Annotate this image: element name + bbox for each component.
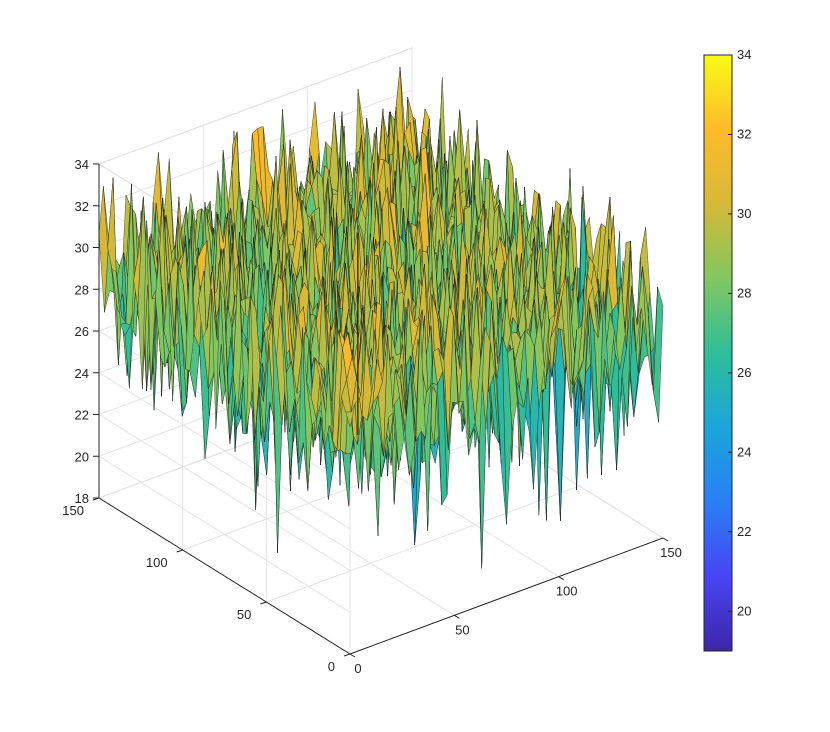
y-tick-mark <box>343 653 351 657</box>
y-tick-mark <box>260 601 267 605</box>
x-axis <box>349 537 664 655</box>
z-tick-label: 28 <box>75 282 89 297</box>
colorbar-tick-label: 26 <box>737 365 751 380</box>
y-tick-label: 100 <box>146 555 168 570</box>
colorbar-tick-label: 28 <box>737 285 751 300</box>
x-tick-label: 0 <box>354 661 361 676</box>
x-tick-mark <box>558 576 564 581</box>
z-tick-label: 32 <box>75 199 89 214</box>
surface <box>98 67 664 569</box>
colorbar-tick-label: 20 <box>737 603 751 618</box>
z-tick-label: 24 <box>75 366 89 381</box>
colorbar-tick-label: 24 <box>737 444 751 459</box>
x-tick-mark <box>454 614 460 619</box>
y-tick-label: 0 <box>328 659 335 674</box>
z-tick-label: 34 <box>75 157 89 172</box>
z-tick-label: 26 <box>75 324 89 339</box>
y-axis <box>98 497 351 655</box>
z-tick-label: 20 <box>75 449 89 464</box>
x-tick-mark <box>349 653 356 658</box>
x-tick-label: 150 <box>660 545 682 560</box>
colorbar-tick-label: 22 <box>737 524 751 539</box>
colorbar-tick-label: 32 <box>737 126 751 141</box>
z-tick-label: 22 <box>75 408 89 423</box>
colorbar: 20 22 24 26 28 30 32 34 <box>703 47 751 652</box>
z-tick-label: 30 <box>75 241 89 256</box>
x-tick-label: 50 <box>455 622 469 637</box>
colorbar-tick-label: 34 <box>737 47 751 62</box>
x-tick-label: 100 <box>556 584 578 599</box>
x-tick-mark <box>662 537 669 542</box>
z-tick-label: 18 <box>75 491 89 506</box>
y-tick-label: 50 <box>237 607 251 622</box>
colorbar-gradient <box>703 54 733 652</box>
colorbar-tick-label: 30 <box>737 206 751 221</box>
y-tick-mark <box>176 549 183 553</box>
